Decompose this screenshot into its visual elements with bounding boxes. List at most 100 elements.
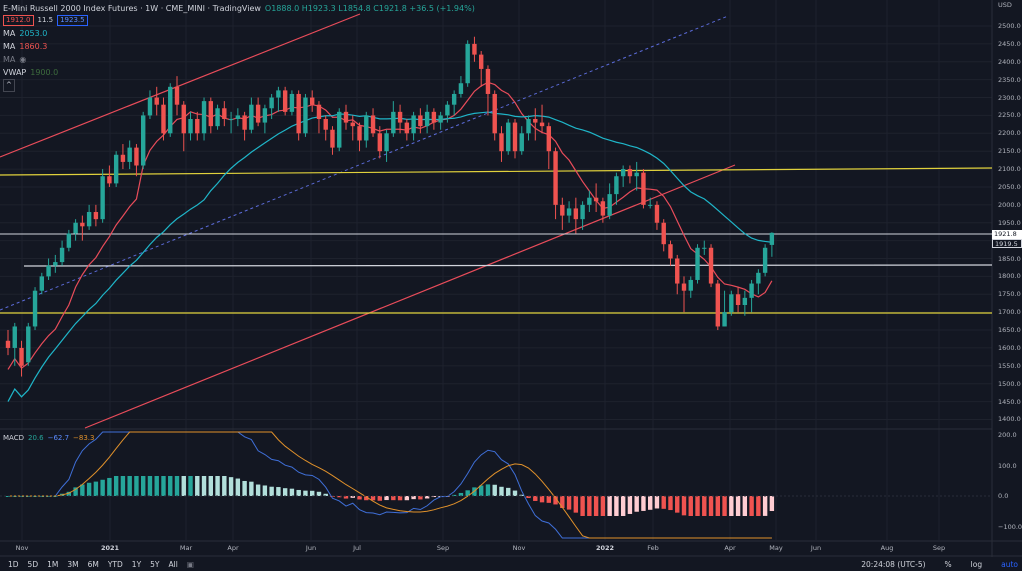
macd-histogram-bar <box>620 496 626 516</box>
macd-histogram-bar <box>769 496 775 512</box>
candle-body <box>181 104 186 134</box>
candle-body <box>769 232 775 245</box>
price-tick: 2000.0 <box>998 200 1021 209</box>
auto-toggle[interactable]: auto <box>1001 559 1018 569</box>
macd-label[interactable]: MACD <box>3 434 24 442</box>
macd-tick: 0.0 <box>998 492 1009 500</box>
range-button[interactable]: 5Y <box>150 559 160 569</box>
macd-histogram-bar <box>661 496 666 509</box>
candle-body <box>201 101 207 134</box>
macd-histogram-bar <box>627 496 633 514</box>
eye-icon[interactable]: ◉ <box>19 55 27 64</box>
candle-body <box>215 108 220 127</box>
candle-body <box>722 312 727 327</box>
macd-histogram-bar <box>648 496 653 510</box>
macd-histogram-bar <box>289 488 295 496</box>
macd-histogram-bar <box>242 480 247 496</box>
candle-body <box>675 258 680 284</box>
candles[interactable] <box>5 36 775 377</box>
time-tick: May <box>769 544 783 552</box>
macd-histogram-bar <box>654 496 660 509</box>
candle-body <box>73 222 78 234</box>
macd-tick: 200.0 <box>998 431 1017 439</box>
candle-body <box>364 115 369 141</box>
macd-histogram-bar <box>397 496 403 501</box>
candle-body <box>641 172 646 205</box>
candle-body <box>485 68 491 94</box>
ma1-label[interactable]: MA <box>3 29 16 38</box>
macd-histogram-bar <box>553 496 558 505</box>
candle-body <box>587 197 592 205</box>
range-button[interactable]: All <box>168 559 178 569</box>
price-tick: 2450.0 <box>998 39 1021 48</box>
price-tick: 1750.0 <box>998 290 1021 299</box>
candle-body <box>688 279 693 291</box>
candle-body <box>343 111 349 123</box>
macd-histogram-bar <box>161 476 166 496</box>
ma3-label[interactable]: MA <box>3 55 16 64</box>
macd-histogram-bar <box>208 476 213 496</box>
range-button[interactable]: 1M <box>47 559 59 569</box>
candle-body <box>614 176 619 195</box>
channel-mid-line <box>0 15 729 311</box>
time-tick: Sep <box>436 544 450 552</box>
candle-body <box>418 115 423 127</box>
resistance-line <box>0 167 993 176</box>
ma2-label[interactable]: MA <box>3 42 16 51</box>
macd-histogram-bar <box>377 496 382 501</box>
collapse-chevron-icon[interactable]: ^ <box>3 79 15 92</box>
candle-body <box>681 283 687 291</box>
log-toggle[interactable]: log <box>970 559 983 569</box>
candle-body <box>627 169 633 177</box>
macd-histogram-bar <box>343 496 349 499</box>
macd-histogram-bar <box>357 496 362 500</box>
macd-histogram-bar <box>546 496 551 503</box>
candle-body <box>539 122 545 127</box>
ma1-value: 2053.0 <box>19 29 48 38</box>
candle-body <box>519 133 524 152</box>
macd-tick: −100.0 <box>998 523 1022 531</box>
candle-body <box>648 204 653 206</box>
candle-body <box>120 154 126 162</box>
macd-histogram-bar <box>715 496 720 516</box>
last-price-tag: 1921.8 <box>992 230 1022 239</box>
macd-histogram-bar <box>195 476 200 496</box>
macd-histogram-bar <box>249 481 254 496</box>
candle-body <box>86 212 92 227</box>
macd-histogram-bar <box>539 496 545 503</box>
macd-histogram-bar <box>391 496 396 501</box>
clock[interactable]: 20:24:08 (UTC-5) <box>861 559 926 569</box>
candle-body <box>533 119 538 123</box>
macd-histogram-bar <box>526 496 531 499</box>
percent-toggle[interactable]: % <box>944 559 952 569</box>
price-tick: 1800.0 <box>998 272 1021 281</box>
macd-hist-value: 20.6 <box>27 434 44 442</box>
time-tick: Feb <box>647 544 659 552</box>
range-button[interactable]: 1Y <box>131 559 142 569</box>
buy-price[interactable]: 1923.5 <box>57 15 88 26</box>
macd-histogram-bar <box>600 496 606 516</box>
candle-body <box>53 262 58 266</box>
macd-histogram-bar <box>411 496 416 500</box>
calendar-icon[interactable]: ▣ <box>186 559 194 569</box>
sell-price[interactable]: 1912.0 <box>3 15 34 26</box>
macd-histogram-bar <box>255 484 261 496</box>
trend-drawings[interactable] <box>0 13 993 429</box>
macd-histogram-bar <box>147 476 153 496</box>
macd-histogram-bar <box>533 496 538 501</box>
symbol-title[interactable]: E-Mini Russell 2000 Index Futures · 1W ·… <box>3 3 261 13</box>
range-button[interactable]: 5D <box>27 559 39 569</box>
candle-body <box>424 111 430 127</box>
macd-histogram-bar <box>424 496 430 499</box>
range-button[interactable]: 1D <box>8 559 19 569</box>
chart-legend: E-Mini Russell 2000 Index Futures · 1W ·… <box>3 2 475 92</box>
range-button[interactable]: 6M <box>87 559 99 569</box>
range-button[interactable]: YTD <box>107 559 123 569</box>
candle-body <box>310 97 315 105</box>
candle-body <box>282 90 288 112</box>
vwap-label[interactable]: VWAP <box>3 68 27 77</box>
candle-body <box>661 222 666 245</box>
range-button[interactable]: 3M <box>67 559 79 569</box>
channel-lower-line <box>84 164 736 429</box>
